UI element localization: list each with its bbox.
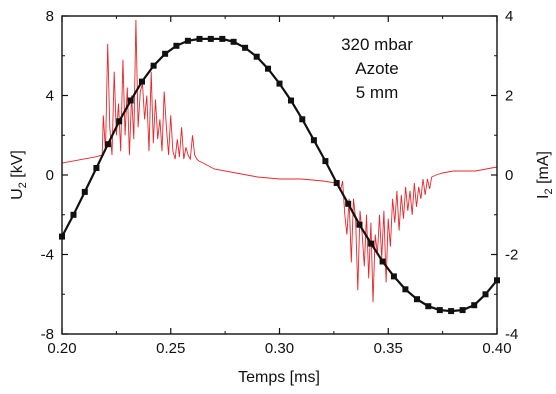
voltage-point xyxy=(379,258,386,265)
x-tick-label: 0.25 xyxy=(156,340,185,357)
y-right-tick-label: 2 xyxy=(505,88,513,105)
voltage-point xyxy=(471,302,478,309)
y-right-tick-label: 4 xyxy=(505,8,513,25)
voltage-point xyxy=(390,273,397,280)
y-left-axis-title: U2 [kV] xyxy=(9,150,29,200)
voltage-point xyxy=(276,80,283,87)
annotation-gas: Azote xyxy=(355,59,398,78)
voltage-point xyxy=(127,97,134,104)
x-tick-label: 0.35 xyxy=(374,340,403,357)
voltage-point xyxy=(230,38,237,45)
voltage-point xyxy=(81,188,88,195)
current-series-line xyxy=(61,19,498,303)
voltage-series-line xyxy=(61,37,498,313)
annotation-gap: 5 mm xyxy=(356,83,399,102)
voltage-point xyxy=(196,35,203,42)
voltage-point xyxy=(104,141,111,148)
voltage-point xyxy=(448,308,455,315)
voltage-point xyxy=(345,200,352,207)
y-right-tick-label: -2 xyxy=(505,247,518,264)
voltage-point xyxy=(150,62,157,69)
voltage-point xyxy=(184,37,191,44)
y-right-tick-label: 0 xyxy=(505,167,513,184)
annotation-pressure: 320 mbar xyxy=(341,35,413,54)
voltage-point xyxy=(356,221,363,228)
voltage-point xyxy=(436,307,443,314)
voltage-point xyxy=(265,65,271,72)
voltage-point xyxy=(414,296,420,303)
voltage-point xyxy=(459,307,466,314)
voltage-point xyxy=(173,42,180,49)
y-left-title-unit: [kV] xyxy=(9,150,26,182)
series-layer xyxy=(59,19,500,315)
voltage-point xyxy=(310,137,317,144)
voltage-point xyxy=(482,291,489,298)
x-axis-title: Temps [ms] xyxy=(238,369,320,386)
y-right-title-unit: [mA] xyxy=(535,151,552,188)
voltage-point xyxy=(242,44,249,51)
voltage-point xyxy=(253,53,260,60)
voltage-point xyxy=(425,303,432,310)
y-left-title-main: U xyxy=(9,188,26,200)
y-right-title-main: I xyxy=(535,195,552,199)
x-tick-label: 0.40 xyxy=(482,340,511,357)
y-left-tick-label: 8 xyxy=(46,8,54,25)
voltage-point xyxy=(162,50,169,57)
ticks-layer xyxy=(61,15,498,335)
y-left-tick-label: 4 xyxy=(46,88,54,105)
voltage-point xyxy=(93,165,100,171)
y-right-title-sub: 2 xyxy=(543,188,555,194)
y-left-tick-label: -8 xyxy=(41,326,54,343)
voltage-point xyxy=(333,180,340,186)
voltage-point xyxy=(322,158,329,165)
plot-frame xyxy=(61,15,498,335)
y-left-tick-label: 0 xyxy=(46,167,54,184)
voltage-point xyxy=(288,97,294,104)
y-right-tick-label: -4 xyxy=(505,326,518,343)
voltage-point xyxy=(207,35,214,42)
voltage-point xyxy=(219,35,226,42)
x-tick-label: 0.20 xyxy=(47,340,76,357)
y-left-title-sub: 2 xyxy=(17,182,29,188)
voltage-point xyxy=(299,116,306,123)
voltage-point xyxy=(139,78,145,85)
voltage-point xyxy=(368,240,375,247)
voltage-point xyxy=(70,211,77,218)
x-tick-label: 0.30 xyxy=(265,340,294,357)
labels-layer: 0.20 0.25 0.30 0.35 0.40 -8 -4 0 4 8 -4 -2 0 2 4 xyxy=(41,8,519,357)
y-left-tick-label: -4 xyxy=(41,247,54,264)
y-right-axis-title: I2 [mA] xyxy=(535,151,555,199)
voltage-point xyxy=(402,286,409,293)
voltage-point xyxy=(116,118,123,125)
